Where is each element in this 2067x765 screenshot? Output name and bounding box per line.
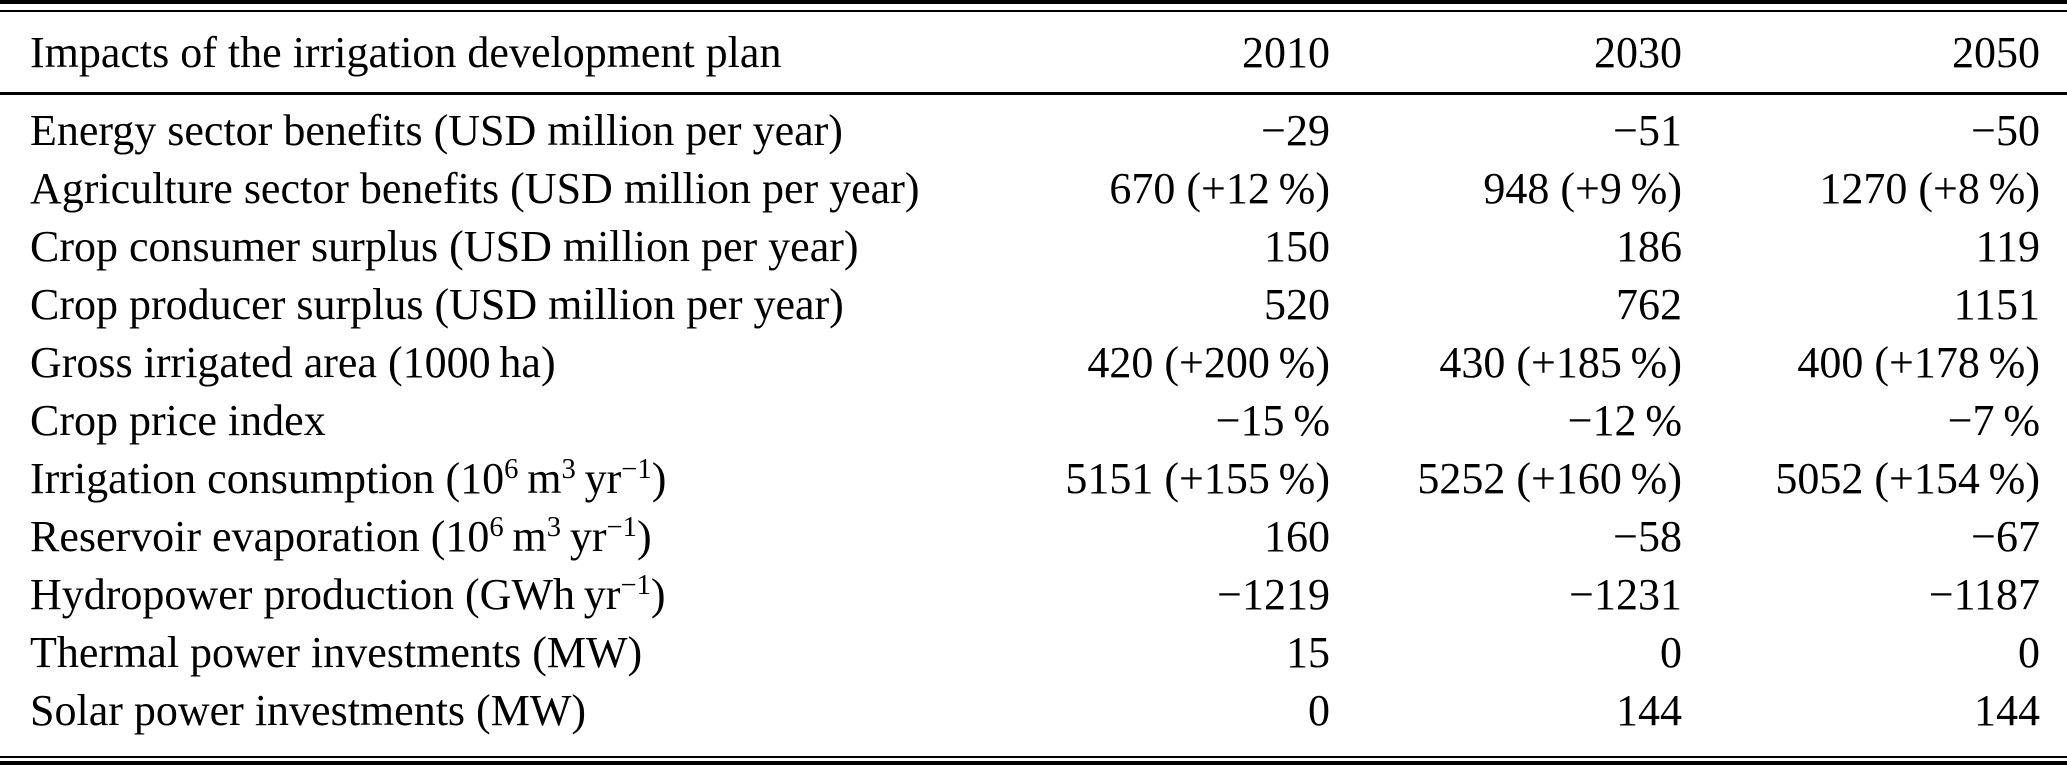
table-row: Crop producer surplus (USD million per y… [0, 275, 2067, 333]
top-rule-thin [0, 10, 2067, 12]
row-label: Energy sector benefits (USD million per … [30, 105, 843, 155]
table-row: Hydropower production (GWh yr−1) −1219 −12… [0, 565, 2067, 623]
impacts-table: Impacts of the irrigation development pl… [0, 12, 2067, 739]
row-label: Irrigation consumption (106 m3 yr−1) [30, 453, 667, 503]
row-value: 144 [1974, 685, 2040, 735]
row-value: −1231 [1569, 569, 1682, 619]
table-row: Energy sector benefits (USD million per … [0, 94, 2067, 160]
row-value: 948 (+9 %) [1483, 163, 1682, 213]
row-label: Reservoir evaporation (106 m3 yr−1) [30, 511, 652, 561]
row-value: 430 (+185 %) [1439, 337, 1682, 387]
bottom-rule-thick [0, 761, 2067, 765]
row-value: 0 [1660, 627, 1682, 677]
row-value: 520 [1264, 279, 1330, 329]
row-value: 150 [1264, 221, 1330, 271]
column-header-2010: 2010 [1000, 12, 1330, 95]
row-value: 119 [1975, 221, 2040, 271]
row-value: 1151 [1953, 279, 2040, 329]
row-label: Gross irrigated area (1000 ha) [30, 337, 556, 387]
row-value: 762 [1616, 279, 1682, 329]
row-value: −51 [1613, 105, 1682, 155]
header-row: Impacts of the irrigation development pl… [0, 12, 2067, 95]
bottom-rule-gap-top [0, 739, 2067, 756]
row-value: −50 [1971, 105, 2040, 155]
table-row: Irrigation consumption (106 m3 yr−1) 5151… [0, 449, 2067, 507]
row-value: 144 [1616, 685, 1682, 735]
table-row: Agriculture sector benefits (USD million… [0, 159, 2067, 217]
row-value: −1219 [1217, 569, 1330, 619]
row-label: Agriculture sector benefits (USD million… [30, 163, 920, 213]
row-value: −58 [1613, 511, 1682, 561]
row-value: −67 [1971, 511, 2040, 561]
row-value: 5052 (+154 %) [1775, 453, 2040, 503]
row-value: 400 (+178 %) [1797, 337, 2040, 387]
row-label: Crop consumer surplus (USD million per y… [30, 221, 859, 271]
table-row: Crop price index −15 % −12 % −7 % [0, 391, 2067, 449]
bottom-rule-thin [0, 756, 2067, 758]
column-header-2030: 2030 [1330, 12, 1682, 95]
table-row: Thermal power investments (MW) 15 0 0 [0, 623, 2067, 681]
row-value: 186 [1616, 221, 1682, 271]
row-label: Thermal power investments (MW) [30, 627, 643, 677]
row-value: 0 [1308, 685, 1330, 735]
row-value: 1270 (+8 %) [1819, 163, 2040, 213]
row-value: −1187 [1928, 569, 2040, 619]
row-value: 160 [1264, 511, 1330, 561]
row-label: Solar power investments (MW) [30, 685, 586, 735]
column-header-2050: 2050 [1682, 12, 2067, 95]
row-label: Hydropower production (GWh yr−1) [30, 569, 666, 619]
row-value: 420 (+200 %) [1087, 337, 1330, 387]
row-value: −15 % [1215, 395, 1330, 445]
row-value: 5151 (+155 %) [1065, 453, 1330, 503]
table-row: Crop consumer surplus (USD million per y… [0, 217, 2067, 275]
row-value: 670 (+12 %) [1109, 163, 1330, 213]
table-row: Reservoir evaporation (106 m3 yr−1) 160 −5… [0, 507, 2067, 565]
row-value: 5252 (+160 %) [1417, 453, 1682, 503]
table-row: Gross irrigated area (1000 ha) 420 (+200 … [0, 333, 2067, 391]
table-body: Energy sector benefits (USD million per … [0, 94, 2067, 740]
table-header: Impacts of the irrigation development pl… [0, 12, 2067, 95]
row-value: −12 % [1567, 395, 1682, 445]
row-label: Crop price index [30, 395, 326, 445]
table-row: Solar power investments (MW) 0 144 144 [0, 681, 2067, 739]
row-value: −7 % [1947, 395, 2040, 445]
row-label: Crop producer surplus (USD million per y… [30, 279, 844, 329]
row-value: 0 [2018, 627, 2040, 677]
row-value: −29 [1261, 105, 1330, 155]
row-value: 15 [1286, 627, 1330, 677]
table-title: Impacts of the irrigation development pl… [0, 12, 1000, 95]
top-rule-thick [0, 0, 2067, 4]
